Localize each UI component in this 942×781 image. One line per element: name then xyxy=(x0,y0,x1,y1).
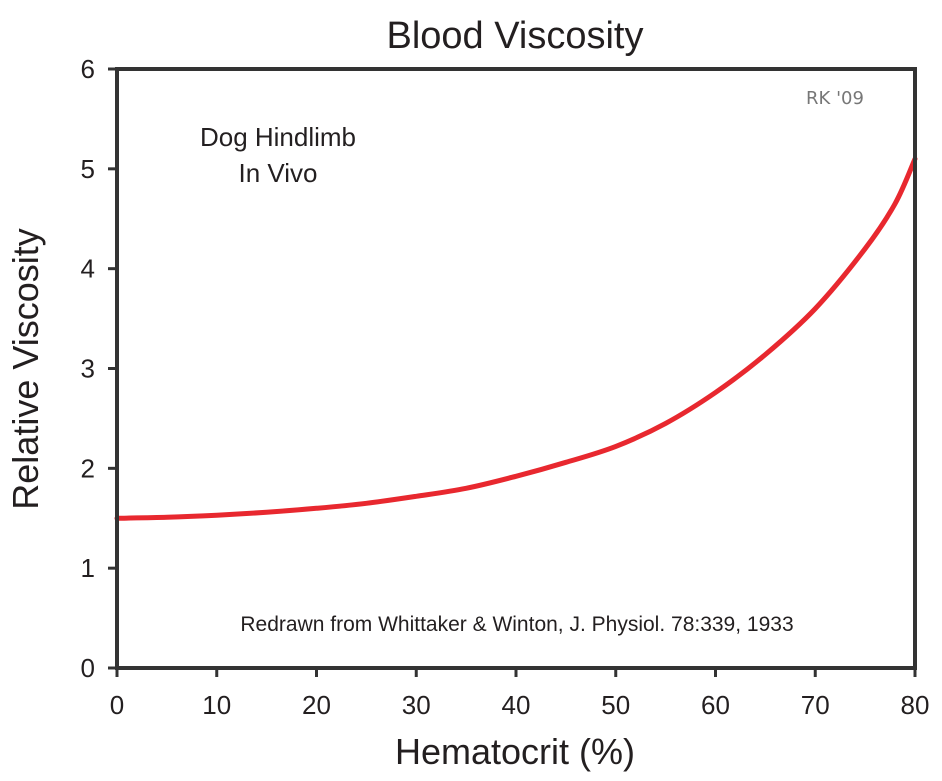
x-tick-label: 10 xyxy=(202,690,231,720)
y-tick-label: 6 xyxy=(81,54,95,84)
y-tick-label: 0 xyxy=(81,653,95,683)
chart-title: Blood Viscosity xyxy=(387,15,644,57)
data-series xyxy=(114,156,918,521)
y-tick-label: 1 xyxy=(81,553,95,583)
x-tick-label: 0 xyxy=(110,690,124,720)
y-tick-label: 2 xyxy=(81,453,95,483)
y-tick-label: 4 xyxy=(81,254,95,284)
x-tick-label: 80 xyxy=(901,690,930,720)
x-tick-label: 40 xyxy=(502,690,531,720)
y-tick-label: 3 xyxy=(81,354,95,384)
author-signature: RK '09 xyxy=(806,88,864,109)
inset-label-line2: In Vivo xyxy=(238,158,317,188)
x-tick-label: 60 xyxy=(701,690,730,720)
x-tick-label: 50 xyxy=(601,690,630,720)
y-tick-label: 5 xyxy=(81,154,95,184)
y-axis-label: Relative Viscosity xyxy=(5,228,46,509)
x-tick-label: 70 xyxy=(801,690,830,720)
x-tick-label: 30 xyxy=(402,690,431,720)
source-credit: Redrawn from Whittaker & Winton, J. Phys… xyxy=(240,613,793,636)
inset-label-line1: Dog Hindlimb xyxy=(200,122,356,152)
viscosity-curve xyxy=(114,156,918,521)
x-tick-label: 20 xyxy=(302,690,331,720)
x-axis-label: Hematocrit (%) xyxy=(395,731,635,772)
plot-frame xyxy=(115,67,917,670)
